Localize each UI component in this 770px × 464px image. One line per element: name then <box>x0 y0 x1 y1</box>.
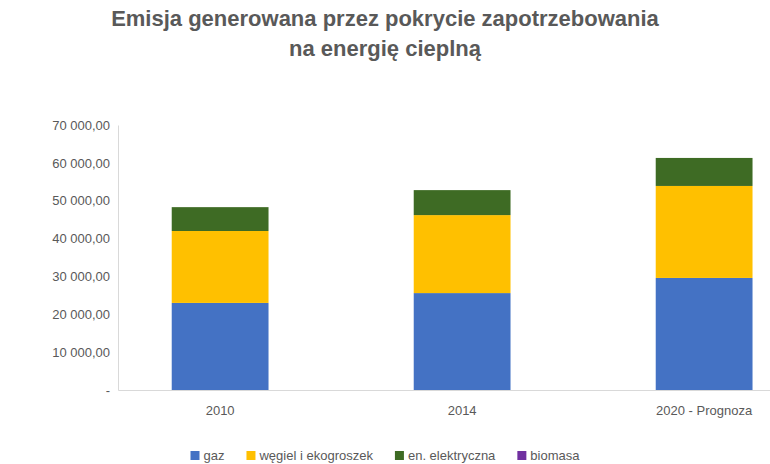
bar <box>172 207 269 231</box>
legend-label: węgiel i ekogroszek <box>258 448 373 463</box>
x-tick: 2010 <box>206 390 235 418</box>
x-tick: 2014 <box>448 390 477 418</box>
y-tick-label: - <box>106 383 110 398</box>
series <box>172 158 753 231</box>
y-tick: - <box>106 383 118 398</box>
x-tick-label: 2020 - Prognoza <box>656 403 753 418</box>
legend-swatch <box>191 451 200 460</box>
y-tick: 10 000,00 <box>52 345 118 360</box>
bar <box>172 231 269 303</box>
y-tick-label: 30 000,00 <box>52 269 110 284</box>
y-tick-label: 70 000,00 <box>52 118 110 133</box>
series <box>172 186 753 303</box>
bar <box>414 190 511 215</box>
y-tick: 50 000,00 <box>52 193 118 208</box>
bar <box>656 278 753 390</box>
y-tick: 60 000,00 <box>52 156 118 171</box>
bar <box>172 303 269 390</box>
bar <box>656 186 753 278</box>
x-tick: 2020 - Prognoza <box>656 390 753 418</box>
y-tick-label: 50 000,00 <box>52 193 110 208</box>
legend-item: en. elektryczna <box>395 448 496 463</box>
legend: gaz węgiel i ekogroszek en. elektryczna bio… <box>191 448 581 463</box>
y-tick: 40 000,00 <box>52 231 118 246</box>
bars <box>172 158 753 390</box>
y-tick: 30 000,00 <box>52 269 118 284</box>
bar <box>656 158 753 186</box>
x-tick-label: 2014 <box>448 403 477 418</box>
legend-swatch <box>395 451 404 460</box>
legend-label: en. elektryczna <box>408 448 496 463</box>
bar <box>414 190 511 191</box>
x-tick-label: 2010 <box>206 403 235 418</box>
y-tick-label: 10 000,00 <box>52 345 110 360</box>
legend-item: gaz <box>191 448 225 463</box>
legend-swatch <box>246 451 255 460</box>
legend-item: węgiel i ekogroszek <box>246 448 373 463</box>
y-tick-label: 40 000,00 <box>52 231 110 246</box>
y-tick-label: 20 000,00 <box>52 307 110 322</box>
x-axis-line <box>119 390 770 391</box>
y-axis: - 10 000,00 20 000,00 30 000,00 40 000,00 50 … <box>52 118 118 398</box>
legend-item: biomasa <box>517 448 580 463</box>
y-tick: 20 000,00 <box>52 307 118 322</box>
y-tick-label: 60 000,00 <box>52 156 110 171</box>
title: Emisja generowana przez pokrycie zapotrz… <box>111 6 659 61</box>
bar <box>656 157 753 158</box>
legend-label: biomasa <box>530 448 580 463</box>
bar <box>414 215 511 293</box>
y-tick: 70 000,00 <box>52 118 118 133</box>
bar <box>414 293 511 390</box>
bar <box>172 207 269 208</box>
x-axis: 2010 2014 2020 - Prognoza <box>119 390 770 418</box>
legend-label: gaz <box>204 448 225 463</box>
legend-swatch <box>517 451 526 460</box>
y-axis-line <box>118 126 119 391</box>
chart: Emisja generowana przez pokrycie zapotrz… <box>0 0 770 464</box>
